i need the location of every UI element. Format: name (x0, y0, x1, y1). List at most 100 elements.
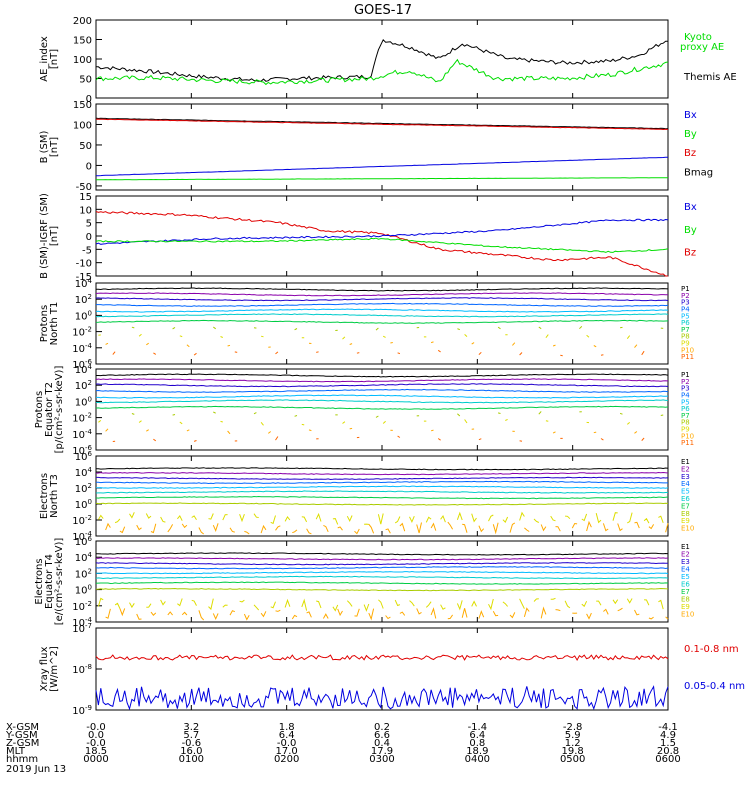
series-P10 (106, 428, 666, 434)
y-tick-label: 100 (73, 120, 92, 131)
legend-entry: E8 (681, 596, 690, 604)
series-P5 (95, 308, 669, 313)
x-row-value: 17.0 (276, 746, 298, 757)
legend-entry: E1 (681, 543, 690, 551)
legend-entry: E4 (681, 566, 690, 574)
x-row-value: 4.9 (660, 730, 676, 741)
y-tick-label: 104 (75, 363, 93, 376)
series-E2 (95, 557, 669, 561)
y-axis-label: [W/m^2] (49, 646, 60, 692)
legend-entry: P8 (681, 333, 690, 341)
legend-entry: P2 (681, 378, 690, 386)
legend-entry: P1 (681, 285, 690, 293)
x-row-value: 20.8 (657, 746, 679, 757)
legend-entry: E3 (681, 473, 690, 481)
series-E6 (95, 575, 669, 580)
x-axis-table: X-GSM -0.0 3.2 1.8 0.2 -1.4 -2.8 -4.1 Y-GSM 0.0 5.… (5, 722, 681, 775)
y-tick-label: 104 (75, 466, 93, 479)
x-row-value: 5.7 (183, 730, 199, 741)
series-E9 (97, 597, 664, 612)
series-E8 (95, 502, 669, 506)
x-row-value: 0300 (369, 754, 394, 765)
y-axis-label: B (SM) (39, 130, 50, 163)
series-P10 (106, 342, 666, 348)
y-tick-label: 10-9 (72, 704, 92, 717)
y-axis-label: Electrons (39, 473, 50, 519)
y-axis-label: North T1 (49, 302, 60, 346)
panel-xray: 10-7 10-8 10-9 Xray flux [W/m^2] 0.1-0.8 nm 0.… (39, 622, 745, 717)
y-axis-label: Protons (34, 391, 45, 428)
x-row-value: -0.6 (182, 738, 202, 749)
legend-entry: E2 (681, 465, 690, 473)
y-tick-label: -10 (76, 259, 92, 270)
legend-entry: P6 (681, 319, 690, 327)
legend-entry: E10 (681, 611, 694, 619)
series-P1 (95, 287, 669, 292)
y-tick-label: 10-4 (72, 342, 92, 355)
y-axis-label: North T3 (49, 474, 60, 518)
x-row-value: 16.0 (180, 746, 202, 757)
x-row-value: 0.0 (88, 730, 104, 741)
series-E9 (97, 511, 664, 525)
x-row-value: 0.2 (374, 722, 390, 733)
x-row-label: Z-GSM (6, 738, 39, 749)
y-tick-label: 0 (86, 161, 92, 172)
legend-entry: Bmag (684, 167, 713, 178)
legend-entry: Bz (684, 148, 696, 159)
y-tick-label: 10-2 (72, 412, 92, 425)
legend-entry: Themis AE (683, 72, 737, 83)
y-tick-label: 102 (75, 293, 92, 306)
y-axis-label: Equator T4 (44, 554, 55, 609)
legend-entry: P9 (681, 426, 690, 434)
panel-pt2: 104 102 100 10-2 10-4 10-6 Protons Equator T2 [p… (34, 363, 694, 457)
y-tick-label: 10-2 (72, 326, 92, 339)
y-axis-label: [nT] (49, 226, 60, 246)
y-tick-label: 200 (73, 16, 92, 27)
y-axis-label: Xray flux (39, 647, 50, 692)
series-kyoto-proxy-ae (95, 58, 669, 86)
legend-entry: Bx (684, 202, 697, 213)
y-tick-label: 10-4 (72, 616, 92, 629)
y-tick-label: 100 (73, 55, 92, 66)
y-axis-label: [nT] (49, 49, 60, 69)
legend-entry: Bz (684, 248, 696, 259)
legend-entry: P7 (681, 412, 690, 420)
legend-entry: P5 (681, 312, 690, 320)
legend-entry: P11 (681, 439, 694, 447)
y-tick-label: 100 (75, 498, 92, 511)
y-tick-label: 150 (73, 36, 92, 47)
series-E3 (95, 562, 669, 566)
legend-entry: By (684, 225, 697, 236)
x-row-value: 0100 (179, 754, 204, 765)
x-row-value: -4.1 (658, 722, 678, 733)
series-P2 (95, 292, 668, 297)
legend-entry: 0.05-0.4 nm (684, 681, 745, 692)
legend-entry: E8 (681, 510, 690, 518)
series-E1 (95, 552, 669, 556)
series-E7 (95, 495, 669, 500)
legend-entry: E9 (681, 517, 690, 525)
y-tick-label: -50 (76, 182, 92, 193)
y-tick-label: 10-2 (72, 600, 92, 613)
y-axis-label: [e/(cm²-s-sr-keV)] (54, 538, 65, 626)
series-E10 (105, 606, 669, 621)
legend-entry: E3 (681, 558, 690, 566)
panel-frame (95, 19, 669, 99)
y-tick-label: 15 (79, 192, 92, 203)
x-row-value: 0000 (83, 754, 108, 765)
y-axis-label: Electrons (34, 558, 45, 604)
legend-entry: P10 (681, 432, 694, 440)
series-P5 (96, 394, 669, 399)
y-tick-label: 102 (75, 567, 92, 580)
series-P3 (96, 383, 669, 388)
y-tick-label: -5 (82, 245, 92, 256)
legend-entry: E9 (681, 603, 690, 611)
y-axis-label: [p/(cm²-s-sr-keV)] (54, 366, 65, 454)
x-row-value: 1.5 (660, 738, 676, 749)
legend-entry: Bx (684, 110, 697, 121)
series-E7 (95, 581, 669, 585)
y-tick-label: 100 (75, 584, 92, 597)
y-axis-label: [nT] (49, 137, 60, 157)
legend-entry: P7 (681, 326, 690, 334)
